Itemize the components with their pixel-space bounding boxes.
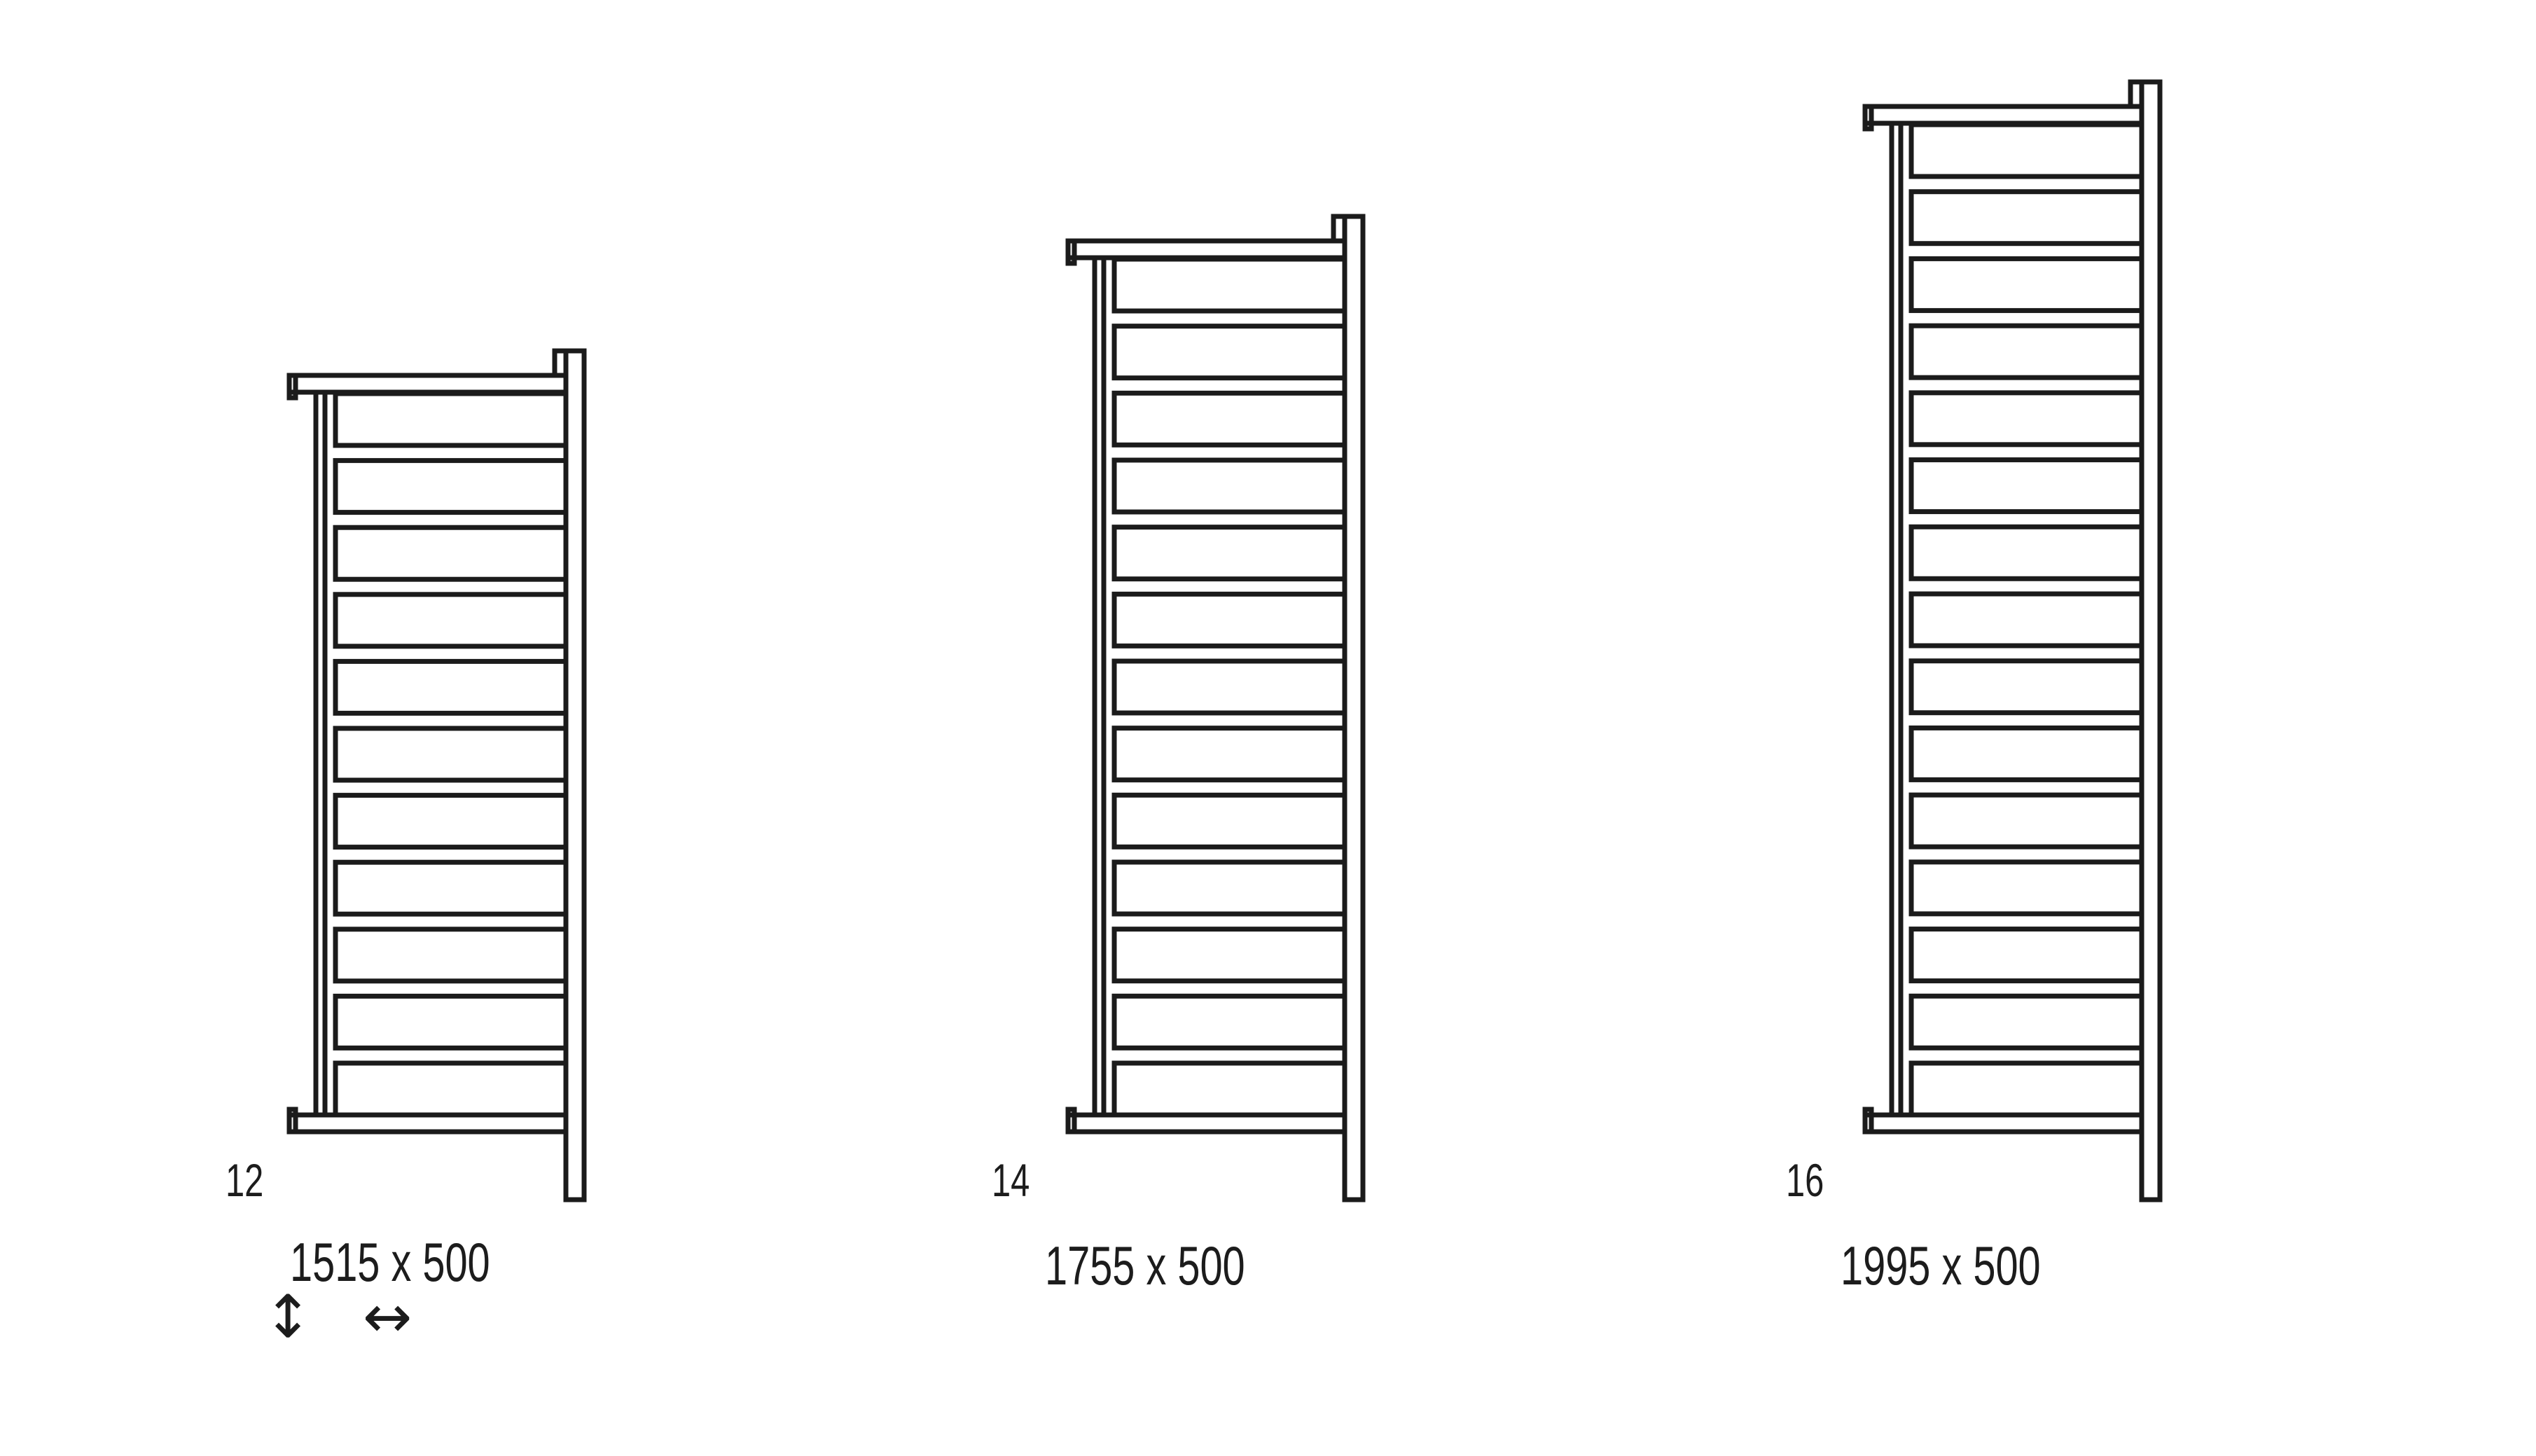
radiator-bar-count-label: 12: [226, 1154, 264, 1206]
radiator-dimensions-label: 1995 x 500: [1841, 1235, 2041, 1296]
radiator-14-drawing: [1065, 214, 1366, 1202]
radiator-16-drawing: [1862, 79, 2163, 1202]
radiator-12-drawing: [286, 348, 587, 1202]
height-arrow-icon: ↕: [263, 1282, 313, 1351]
radiator-bar-count-label: 14: [992, 1154, 1030, 1206]
width-arrow-icon: ↔: [363, 1282, 413, 1351]
radiator-bar-count-label: 16: [1786, 1154, 1824, 1206]
radiator-dimensions-label: 1515 x 500: [290, 1231, 490, 1293]
radiator-dimensions-label: 1755 x 500: [1045, 1235, 1245, 1296]
